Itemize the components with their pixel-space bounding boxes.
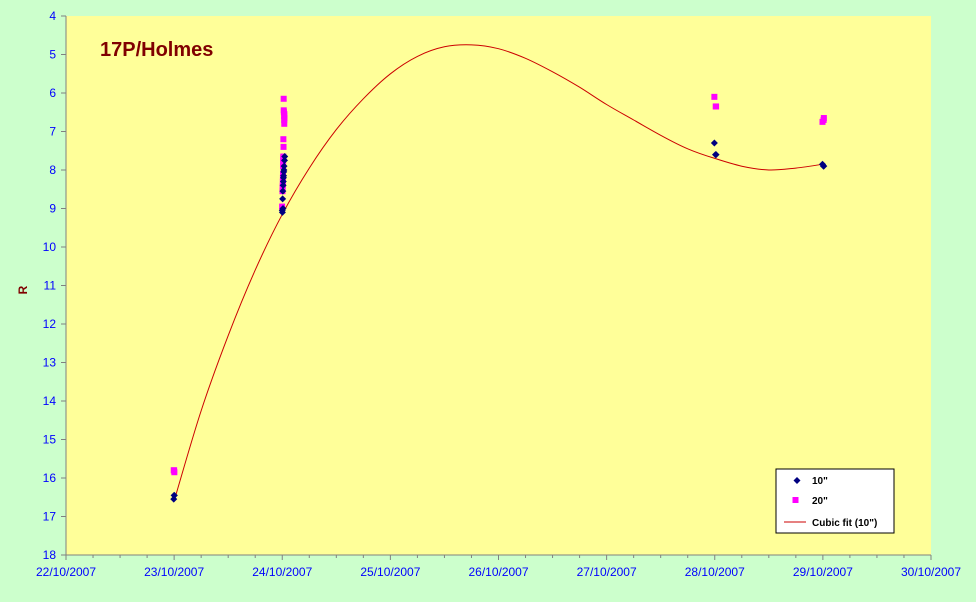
x-tick-label: 27/10/2007 xyxy=(577,565,637,579)
point-10in xyxy=(281,153,289,161)
legend-marker-20 xyxy=(792,497,799,503)
point-10in xyxy=(712,151,720,159)
y-tick-label: 7 xyxy=(49,125,56,139)
y-tick-label: 18 xyxy=(43,548,57,562)
x-tick-label: 23/10/2007 xyxy=(144,565,204,579)
point-20in xyxy=(171,469,178,476)
x-tick-label: 29/10/2007 xyxy=(793,565,853,579)
point-10in xyxy=(279,187,287,195)
legend-label-fit: Cubic fit (10") xyxy=(812,518,877,529)
y-tick-label: 15 xyxy=(43,433,57,447)
y-tick-label: 16 xyxy=(43,471,57,485)
point-20in xyxy=(820,115,827,122)
point-10in xyxy=(820,162,828,170)
x-tick-label: 22/10/2007 xyxy=(36,565,96,579)
y-tick-label: 10 xyxy=(43,240,57,254)
y-tick-label: 11 xyxy=(44,279,57,293)
point-10in xyxy=(280,162,288,170)
chart-title: 17P/Holmes xyxy=(100,39,213,61)
y-tick-label: 14 xyxy=(43,394,57,408)
point-10in xyxy=(170,491,178,499)
point-10in xyxy=(280,172,288,180)
point-20in xyxy=(280,143,287,150)
point-20in xyxy=(280,95,287,102)
point-20in xyxy=(711,93,718,100)
point-10in xyxy=(710,139,718,147)
point-10in xyxy=(281,156,289,164)
legend-label-20: 20" xyxy=(812,496,828,507)
x-tick-label: 30/10/2007 xyxy=(901,565,961,579)
point-10in xyxy=(279,205,287,212)
x-tick-label: 24/10/2007 xyxy=(252,565,312,579)
y-tick-label: 4 xyxy=(49,9,56,23)
legend: 10" 20" Cubic fit (10") xyxy=(775,468,895,534)
legend-label-10: 10" xyxy=(812,476,828,487)
x-tick-label: 28/10/2007 xyxy=(685,565,745,579)
plot-area xyxy=(66,16,931,555)
point-10in xyxy=(280,166,288,174)
y-tick-label: 8 xyxy=(49,163,56,177)
legend-marker-10 xyxy=(793,477,801,484)
y-tick-label: 5 xyxy=(49,48,56,62)
y-tick-label: 6 xyxy=(49,86,56,100)
point-10in xyxy=(279,181,287,189)
point-20in xyxy=(280,136,287,143)
point-10in xyxy=(279,195,287,203)
point-20in xyxy=(281,111,288,118)
point-10in xyxy=(279,178,287,186)
y-tick-label: 9 xyxy=(49,202,56,216)
y-tick-label: 12 xyxy=(43,317,57,331)
x-tick-label: 25/10/2007 xyxy=(360,565,420,579)
point-20in xyxy=(281,120,288,127)
y-tick-label: 17 xyxy=(43,510,57,524)
x-tick-label: 26/10/2007 xyxy=(468,565,528,579)
point-20in xyxy=(281,115,288,122)
fit-line xyxy=(173,44,823,502)
y-axis-title: R xyxy=(16,285,30,294)
point-20in xyxy=(713,103,720,110)
y-tick-label: 13 xyxy=(43,356,57,370)
